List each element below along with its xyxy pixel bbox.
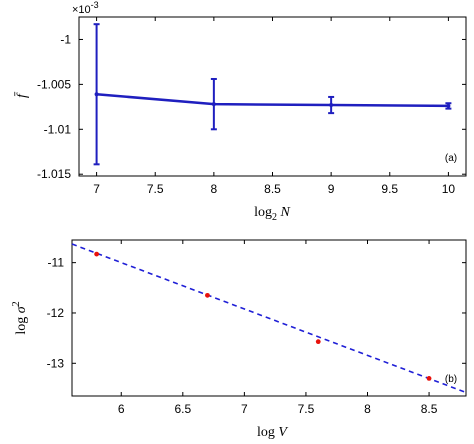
y-tick-label: -1.015 [37, 167, 71, 181]
panel-b-label: (b) [445, 374, 457, 385]
x-tick-label: 7.5 [147, 182, 164, 196]
x-tick-label: 7 [241, 402, 248, 416]
y-tick-label: -1 [60, 32, 71, 46]
x-tick-label: 7.5 [298, 402, 315, 416]
panel-a-x-label: log2 N [254, 205, 290, 223]
data-point [94, 251, 100, 257]
data-point [315, 339, 321, 345]
panel-a-y-ticks: -1 -1.005 -1.01 -1.015 [37, 32, 466, 181]
panel-a-x-ticks: 7 7.5 8 8.5 9 9.5 10 [93, 17, 455, 196]
panel-b-series [71, 243, 467, 394]
y-tick-label: -11 [48, 256, 65, 270]
data-point [329, 103, 334, 108]
data-point [94, 92, 99, 97]
x-tick-label: 8 [211, 182, 218, 196]
data-point [446, 103, 451, 108]
series-line [96, 93, 449, 108]
x-tick-label: 6.5 [174, 402, 191, 416]
panel-b-y-label: log σ2 [11, 301, 29, 334]
data-point [426, 375, 432, 381]
fit-line [71, 243, 467, 394]
panel-a-y-label: f̄ [14, 91, 30, 98]
x-tick-label: 8.5 [264, 182, 281, 196]
y-tick-label: -1.005 [37, 77, 71, 91]
data-point [205, 292, 210, 298]
x-tick-label: 7 [93, 182, 100, 196]
y-tick-label: -13 [47, 356, 65, 370]
x-tick-label: 6 [118, 402, 125, 416]
panel-b-frame [71, 239, 467, 397]
panel-b-y-ticks: -11 -12 -13 [47, 256, 466, 370]
x-tick-label: 9 [328, 182, 335, 196]
panel-b: -11 -12 -13 6 6.5 7 7.5 8 8.5 log σ2 log V (b) [11, 239, 467, 440]
y-tick-label: -12 [47, 306, 65, 320]
panel-a-multiplier: ×10-3 [72, 0, 99, 16]
y-tick-label: -1.01 [44, 122, 72, 136]
panel-a-label: (a) [445, 153, 457, 164]
x-tick-label: 8 [364, 402, 371, 416]
x-tick-label: 8.5 [421, 402, 438, 416]
x-tick-label: 9.5 [381, 182, 398, 196]
panel-b-x-ticks: 6 6.5 7 7.5 8 8.5 [118, 240, 438, 416]
data-point [211, 102, 216, 107]
panel-a-series [93, 23, 452, 166]
x-tick-label: 10 [442, 182, 456, 196]
panel-b-x-label: log V [257, 425, 288, 440]
panel-a: -1 -1.005 -1.01 -1.015 7 7.5 8 8.5 9 9.5 10 ×10-3… [14, 0, 467, 223]
